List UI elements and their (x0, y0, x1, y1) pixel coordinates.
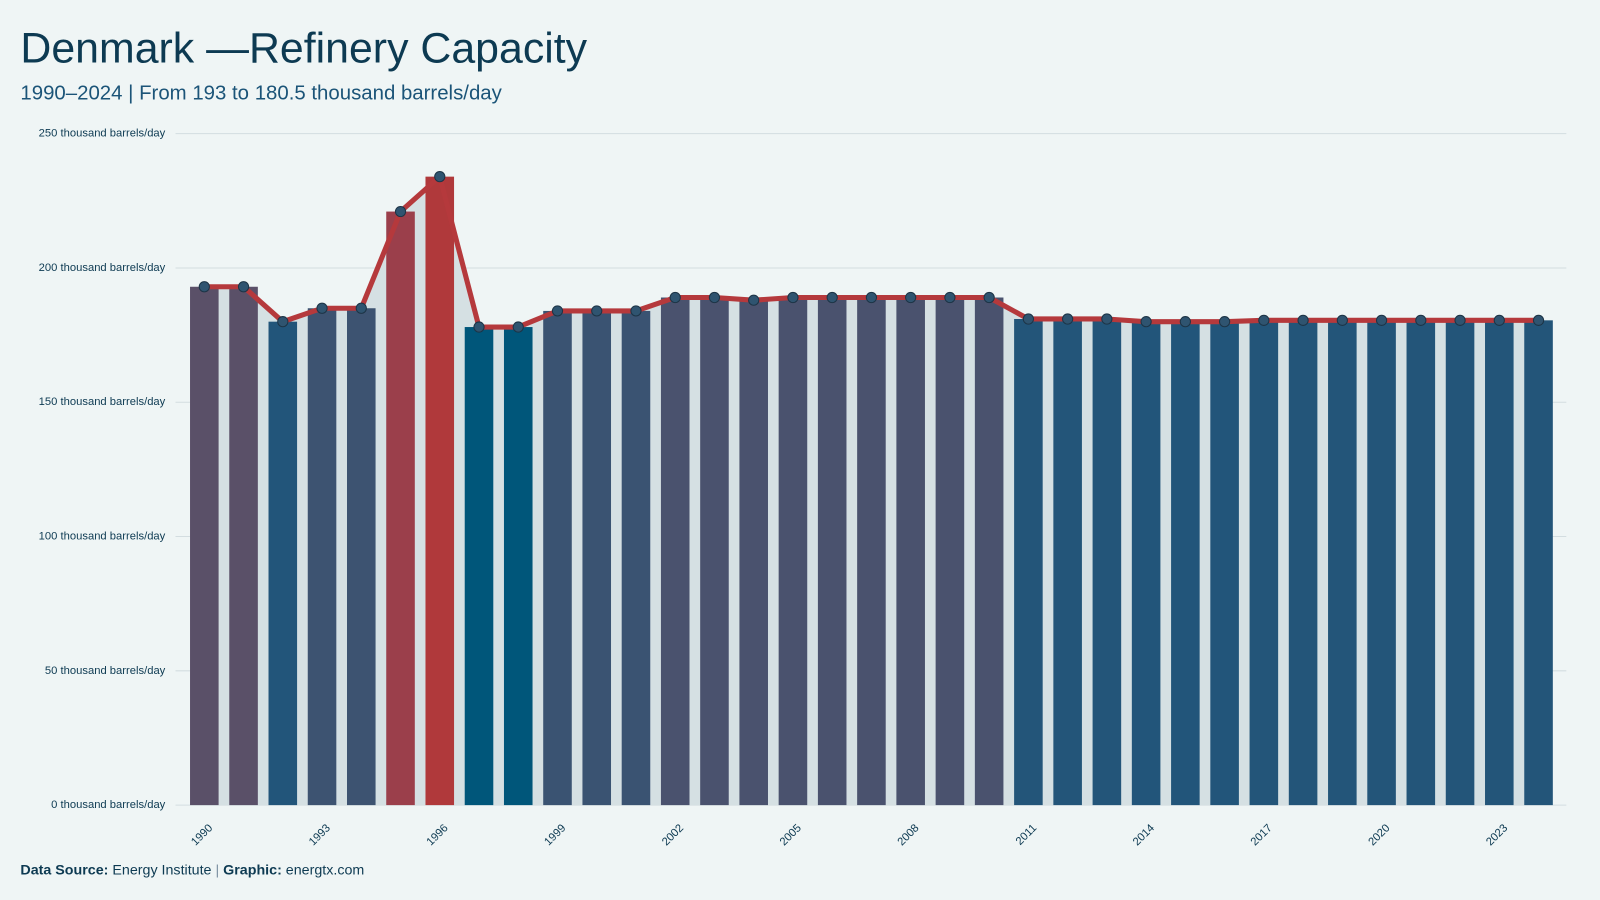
y-tick-label: 100 thousand barrels/day (39, 530, 166, 542)
graphic-label: Graphic: (223, 862, 282, 878)
x-tick-label: 2023 (1484, 822, 1510, 848)
bar (543, 310, 572, 806)
marker (669, 291, 681, 304)
marker (944, 291, 956, 304)
x-tick-label: 2011 (1014, 822, 1040, 848)
bar (346, 308, 376, 806)
marker (1297, 314, 1309, 326)
marker (708, 291, 721, 304)
bar (739, 300, 768, 806)
marker (473, 321, 485, 333)
marker (748, 294, 760, 306)
marker (198, 281, 210, 293)
bar (700, 297, 729, 806)
chart-subtitle: 1990–2024 | From 193 to 180.5 thousand b… (20, 82, 502, 104)
marker (1022, 313, 1035, 325)
marker (1415, 314, 1427, 326)
x-tick-label: 1993 (307, 822, 333, 848)
source: Energy Institute (112, 862, 211, 878)
marker (1454, 314, 1466, 326)
marker (1179, 316, 1191, 328)
x-tick-label: 1990 (189, 822, 215, 848)
marker (1062, 313, 1074, 325)
bar (1092, 318, 1122, 806)
x-tick-label: 2005 (778, 822, 804, 848)
x-tick-label: 2020 (1366, 822, 1392, 848)
bar (621, 310, 651, 806)
y-tick-label: 250 thousand barrels/day (39, 128, 166, 140)
bar (1367, 320, 1396, 806)
bar (425, 176, 455, 806)
marker (237, 281, 250, 293)
bar (857, 297, 886, 806)
marker (787, 291, 799, 304)
bar (268, 321, 298, 806)
bar (1131, 321, 1161, 806)
bar (896, 297, 925, 806)
bar (386, 211, 415, 806)
bar (1406, 320, 1436, 806)
bar (778, 297, 808, 806)
bar (1524, 320, 1553, 806)
marker (1218, 316, 1231, 328)
bar (307, 308, 337, 806)
bar (1053, 318, 1082, 806)
marker (591, 305, 603, 317)
marker (277, 316, 289, 328)
marker (630, 305, 642, 317)
bar (503, 327, 533, 806)
marker (434, 171, 446, 183)
marker (1258, 314, 1270, 326)
marker (512, 321, 524, 333)
x-tick-label: 2002 (660, 822, 686, 848)
marker (826, 291, 838, 304)
chart-title: Denmark —Refinery Capacity (20, 24, 587, 72)
bar (1014, 318, 1043, 806)
marker (905, 291, 917, 304)
bar (1210, 321, 1239, 806)
graphic: energtx.com (286, 862, 365, 878)
marker (865, 291, 878, 304)
bar (974, 297, 1004, 806)
bar (1288, 320, 1318, 806)
bar (190, 286, 219, 806)
bar (1171, 321, 1200, 806)
marker (1140, 316, 1152, 328)
bar (229, 286, 258, 806)
x-tick-label: 2014 (1131, 822, 1157, 848)
bar (1249, 320, 1279, 806)
y-tick-label: 200 thousand barrels/day (39, 262, 166, 274)
source-label: Data Source: (20, 862, 108, 878)
bar (1485, 320, 1514, 806)
bar (1445, 320, 1475, 806)
y-tick-label: 0 thousand barrels/day (51, 799, 166, 811)
bar (582, 310, 612, 806)
marker (1375, 314, 1388, 326)
bar (1328, 320, 1357, 806)
x-tick-label: 2017 (1249, 822, 1275, 848)
y-tick-label: 150 thousand barrels/day (39, 396, 166, 408)
marker (1336, 314, 1348, 326)
marker (355, 302, 367, 314)
marker (1532, 314, 1545, 326)
marker (983, 291, 995, 304)
bar (464, 327, 494, 806)
bar (935, 297, 965, 806)
marker (394, 205, 407, 218)
x-tick-label: 2008 (895, 822, 921, 848)
separator: | (215, 862, 219, 878)
x-tick-label: 1996 (425, 822, 451, 848)
marker (551, 305, 564, 317)
marker (316, 302, 328, 314)
y-tick-label: 50 thousand barrels/day (45, 665, 166, 677)
bar (817, 297, 847, 806)
marker (1101, 313, 1113, 325)
x-tick-label: 1999 (542, 822, 568, 848)
footer: Data Source: Energy Institute | Graphic:… (20, 862, 364, 878)
bar (660, 297, 690, 806)
marker (1493, 314, 1505, 326)
